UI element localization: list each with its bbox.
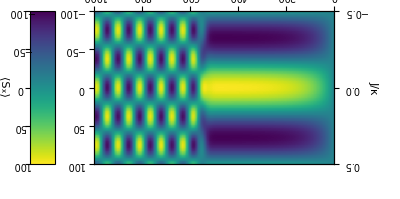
Y-axis label: ⟨Sₓ⟩: ⟨Sₓ⟩ (0, 77, 9, 98)
Y-axis label: J/κ: J/κ (368, 81, 378, 94)
